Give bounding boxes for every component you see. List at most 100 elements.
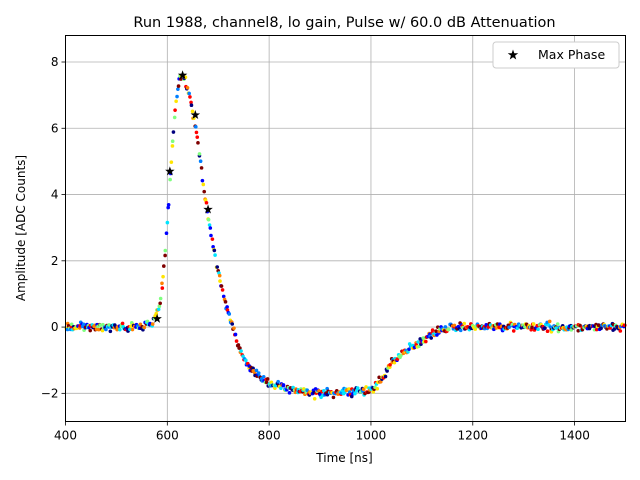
sample-point (218, 279, 222, 283)
sample-point (189, 100, 193, 105)
sample-point (211, 244, 215, 249)
sample-point (171, 130, 176, 134)
sample-point (407, 347, 411, 352)
sample-point (164, 231, 169, 236)
legend-star-marker (507, 49, 519, 60)
sample-point (174, 99, 178, 104)
sample-point (353, 391, 357, 396)
sample-point (421, 336, 426, 340)
sample-point (325, 392, 330, 397)
sample-point (190, 109, 195, 114)
sample-point (623, 323, 627, 328)
sample-point (347, 387, 351, 391)
sample-point (195, 135, 200, 139)
sample-point (236, 343, 241, 347)
x-tick-label: 1400 (559, 429, 590, 443)
sample-point (554, 326, 559, 330)
sample-point (145, 319, 150, 324)
sample-point (156, 307, 161, 312)
sample-point (166, 205, 170, 210)
x-tick-label: 1200 (457, 429, 488, 443)
sample-point (142, 325, 147, 330)
sample-point (96, 327, 101, 332)
sample-point (200, 178, 205, 183)
sample-point (170, 144, 175, 148)
sample-point (150, 322, 155, 326)
sample-point (225, 305, 229, 309)
sample-point (69, 322, 74, 327)
sample-point (220, 288, 225, 292)
sample-point (207, 223, 212, 227)
sample-point (104, 327, 108, 332)
sample-point (388, 362, 392, 367)
sample-point (108, 329, 113, 334)
x-tick-label: 400 (54, 429, 77, 443)
y-axis-label: Amplitude [ADC Counts] (14, 155, 28, 301)
legend-label: Max Phase (538, 47, 605, 62)
sample-point (185, 85, 190, 90)
sample-point (225, 308, 230, 312)
sample-point (331, 395, 336, 400)
sample-point (576, 328, 581, 333)
sample-point (161, 274, 165, 279)
sample-point (375, 386, 380, 391)
sample-point (163, 248, 168, 253)
legend: Max Phase (492, 41, 620, 69)
sample-point (209, 233, 213, 238)
sample-point (223, 300, 228, 304)
grid (65, 35, 626, 422)
sample-point (154, 311, 159, 316)
sample-point (168, 177, 172, 182)
sample-point (197, 152, 202, 156)
sample-point (230, 322, 235, 326)
sample-point (385, 369, 389, 373)
sample-point (128, 327, 132, 332)
sample-point (173, 108, 177, 112)
x-axis: 400 600 800 1000 1200 1400 (54, 421, 590, 443)
sample-point (594, 327, 599, 332)
y-tick-label: 2 (51, 254, 59, 268)
sample-point (416, 340, 420, 344)
sample-point (265, 377, 270, 381)
sample-point (227, 312, 232, 316)
sample-point (429, 336, 434, 340)
sample-point (291, 385, 295, 390)
y-tick-label: 0 (51, 320, 59, 334)
sample-point (188, 95, 192, 99)
sample-point (158, 301, 162, 306)
sample-point (221, 294, 226, 299)
sample-point (287, 391, 292, 395)
sample-point (233, 332, 238, 337)
sample-point (424, 339, 428, 344)
sample-point (276, 379, 280, 384)
sample-point (555, 322, 560, 326)
sample-point (317, 389, 321, 393)
max-phase-star (203, 204, 213, 214)
sample-point (364, 385, 368, 389)
sample-point (523, 325, 527, 329)
x-tick-label: 600 (156, 429, 179, 443)
chart-title: Run 1988, channel8, lo gain, Pulse w/ 60… (133, 15, 555, 31)
sample-point (172, 115, 177, 120)
sample-point (130, 327, 135, 332)
max-phase-series (152, 70, 213, 323)
sample-point (238, 346, 242, 350)
sample-point (163, 253, 167, 258)
sample-point (232, 326, 236, 330)
legend-star-icon (507, 49, 519, 60)
sample-point (458, 328, 463, 333)
sample-point (213, 253, 217, 257)
plot-frame (65, 35, 626, 422)
sample-point (447, 327, 451, 332)
sample-point (118, 327, 122, 332)
sample-point (254, 368, 259, 373)
sample-point (170, 139, 175, 143)
sample-point (160, 281, 164, 286)
sample-point (215, 265, 220, 269)
sample-point (194, 125, 198, 129)
sample-point (208, 226, 213, 230)
sample-point (443, 325, 448, 329)
sample-point (244, 358, 248, 363)
